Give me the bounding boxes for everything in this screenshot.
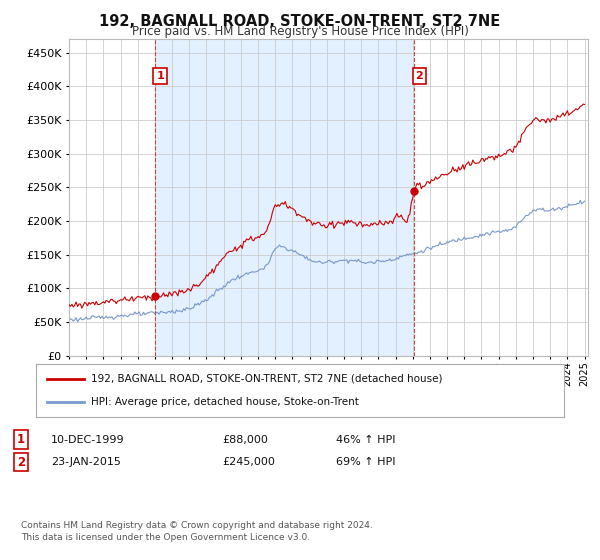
Text: 23-JAN-2015: 23-JAN-2015 (51, 457, 121, 467)
Text: £88,000: £88,000 (222, 435, 268, 445)
Text: 192, BAGNALL ROAD, STOKE-ON-TRENT, ST2 7NE (detached house): 192, BAGNALL ROAD, STOKE-ON-TRENT, ST2 7… (91, 374, 443, 384)
Text: 1: 1 (156, 71, 164, 81)
Bar (155, 39, 414, 356)
Text: 46% ↑ HPI: 46% ↑ HPI (336, 435, 395, 445)
Text: 2: 2 (17, 455, 25, 469)
Text: 69% ↑ HPI: 69% ↑ HPI (336, 457, 395, 467)
Text: 2: 2 (415, 71, 423, 81)
Text: 1: 1 (17, 433, 25, 446)
Text: £245,000: £245,000 (222, 457, 275, 467)
Text: Price paid vs. HM Land Registry's House Price Index (HPI): Price paid vs. HM Land Registry's House … (131, 25, 469, 38)
Text: Contains HM Land Registry data © Crown copyright and database right 2024.
This d: Contains HM Land Registry data © Crown c… (21, 521, 373, 542)
Text: HPI: Average price, detached house, Stoke-on-Trent: HPI: Average price, detached house, Stok… (91, 397, 359, 407)
Text: 10-DEC-1999: 10-DEC-1999 (51, 435, 125, 445)
Text: 192, BAGNALL ROAD, STOKE-ON-TRENT, ST2 7NE: 192, BAGNALL ROAD, STOKE-ON-TRENT, ST2 7… (100, 14, 500, 29)
